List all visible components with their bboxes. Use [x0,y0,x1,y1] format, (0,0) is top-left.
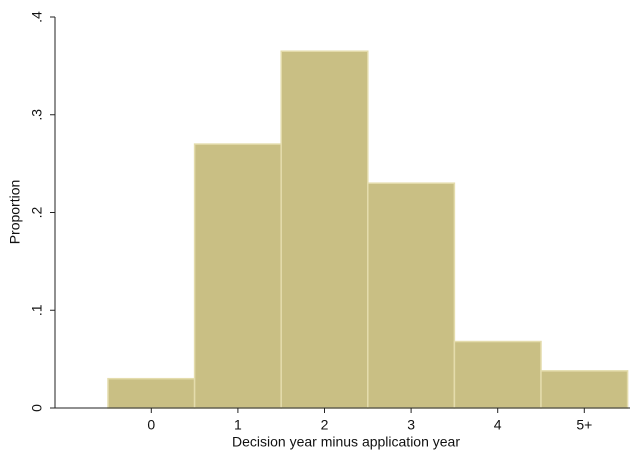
bar [193,143,282,409]
bar [540,370,629,409]
y-tick-label: 0 [29,404,45,412]
bar [280,50,369,409]
bar [367,182,456,409]
y-tick-label: .2 [29,206,45,218]
y-tick-label: .4 [29,11,45,23]
x-tick-label: 5+ [576,417,592,433]
bar [107,377,196,409]
x-tick-label: 0 [147,417,155,433]
bar [453,340,542,409]
y-tick-label: .1 [29,304,45,316]
x-tick-label: 3 [407,417,415,433]
x-axis-title: Decision year minus application year [232,434,460,450]
x-tick-label: 4 [494,417,502,433]
y-axis-title: Proportion [7,180,23,245]
y-tick-label: .3 [29,109,45,121]
x-tick-label: 2 [321,417,329,433]
x-tick-label: 1 [234,417,242,433]
